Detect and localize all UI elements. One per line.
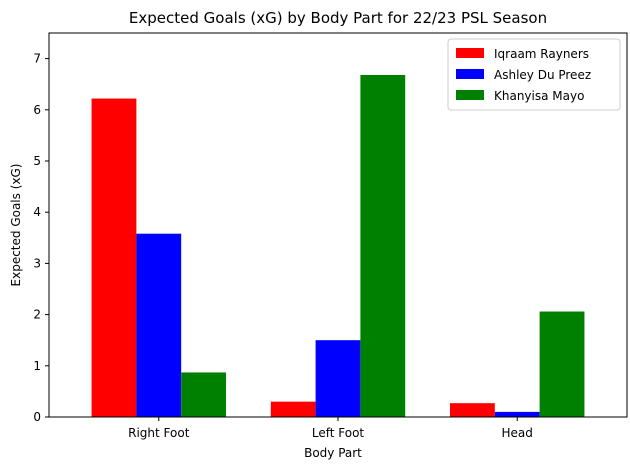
legend-swatch [456,90,484,100]
y-tick-label: 6 [33,103,41,117]
legend: Iqraam Rayners Ashley Du Preez Khanyisa Ma… [447,38,621,111]
bar-ashley-du-preez-right-foot [136,233,182,417]
x-tick-label: Right Foot [128,426,190,440]
y-tick-label: 4 [33,205,41,219]
chart-title: Expected Goals (xG) by Body Part for 22/… [129,9,547,27]
x-axis-label: Body Part [304,446,362,460]
legend-label: Ashley Du Preez [494,68,591,82]
y-tick-label: 5 [33,154,41,168]
x-tick-label: Left Foot [312,426,365,440]
x-tick-label: Head [502,426,533,440]
bar-iqraam-rayners-left-foot [270,401,316,417]
bars-group [91,74,585,417]
y-axis-label: Expected Goals (xG) [9,164,23,287]
y-tick-label: 1 [33,359,41,373]
legend-swatch [456,69,484,79]
bar-iqraam-rayners-head [450,403,495,417]
bar-ashley-du-preez-head [494,411,540,417]
bar-iqraam-rayners-right-foot [91,98,137,417]
legend-swatch [456,48,484,58]
legend-label: Khanyisa Mayo [494,89,584,103]
bar-khanyisa-mayo-left-foot [360,74,406,417]
bar-khanyisa-mayo-right-foot [181,372,226,417]
x-axis-ticks: Right Foot Left Foot Head [128,417,533,440]
y-tick-label: 3 [33,256,41,270]
y-tick-label: 2 [33,308,41,322]
legend-label: Iqraam Rayners [494,47,589,61]
y-tick-label: 0 [33,410,41,424]
bar-ashley-du-preez-left-foot [315,340,361,417]
y-tick-label: 7 [33,52,41,66]
y-axis-ticks: 0 1 2 3 4 5 6 7 [33,52,49,424]
bar-khanyisa-mayo-head [539,311,585,417]
legend-box [447,38,621,111]
